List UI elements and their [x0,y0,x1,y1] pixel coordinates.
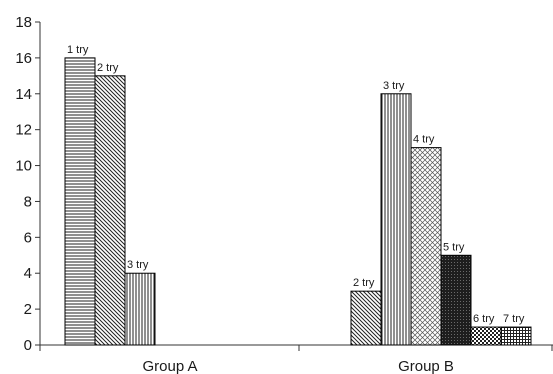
data-label: 1 try [67,44,89,56]
y-tick-label: 18 [15,14,32,31]
data-label: 7 try [503,313,525,325]
y-tick-label: 4 [24,265,32,282]
data-label: 3 try [383,80,405,92]
y-tick-label: 10 [15,158,32,175]
bar-group-b-7-try [500,326,532,346]
y-tick-label: 6 [24,229,32,246]
bar-group-a-3-try [124,272,156,346]
y-tick-label: 2 [24,301,32,318]
bar-group-b-3-try [380,93,412,346]
bar-group-b-4-try [410,147,442,346]
data-label: 6 try [473,313,495,325]
data-label: 2 try [353,277,375,289]
y-tick-label: 8 [24,193,32,210]
bar-group-a-2-try [94,75,126,346]
y-tick-label: 14 [15,86,32,103]
y-tick-label: 16 [15,50,32,67]
y-tick-label: 0 [24,337,32,354]
bar-group-b-2-try [350,290,382,346]
data-label: 5 try [443,241,465,253]
bar-group-b-5-try [440,254,472,346]
bar-group-a-1-try [64,57,96,346]
bar-group-b-6-try [470,326,502,346]
y-tick-label: 12 [15,122,32,139]
x-category-label: Group A [142,358,197,374]
data-label: 2 try [97,62,119,74]
data-label: 3 try [127,259,149,271]
plot-area: 0 2 4 6 8 10 12 14 16 18 1 try 2 try 3 try 2 try 3 try… [15,14,553,374]
data-label: 4 try [413,134,435,146]
x-category-label: Group B [398,358,454,374]
